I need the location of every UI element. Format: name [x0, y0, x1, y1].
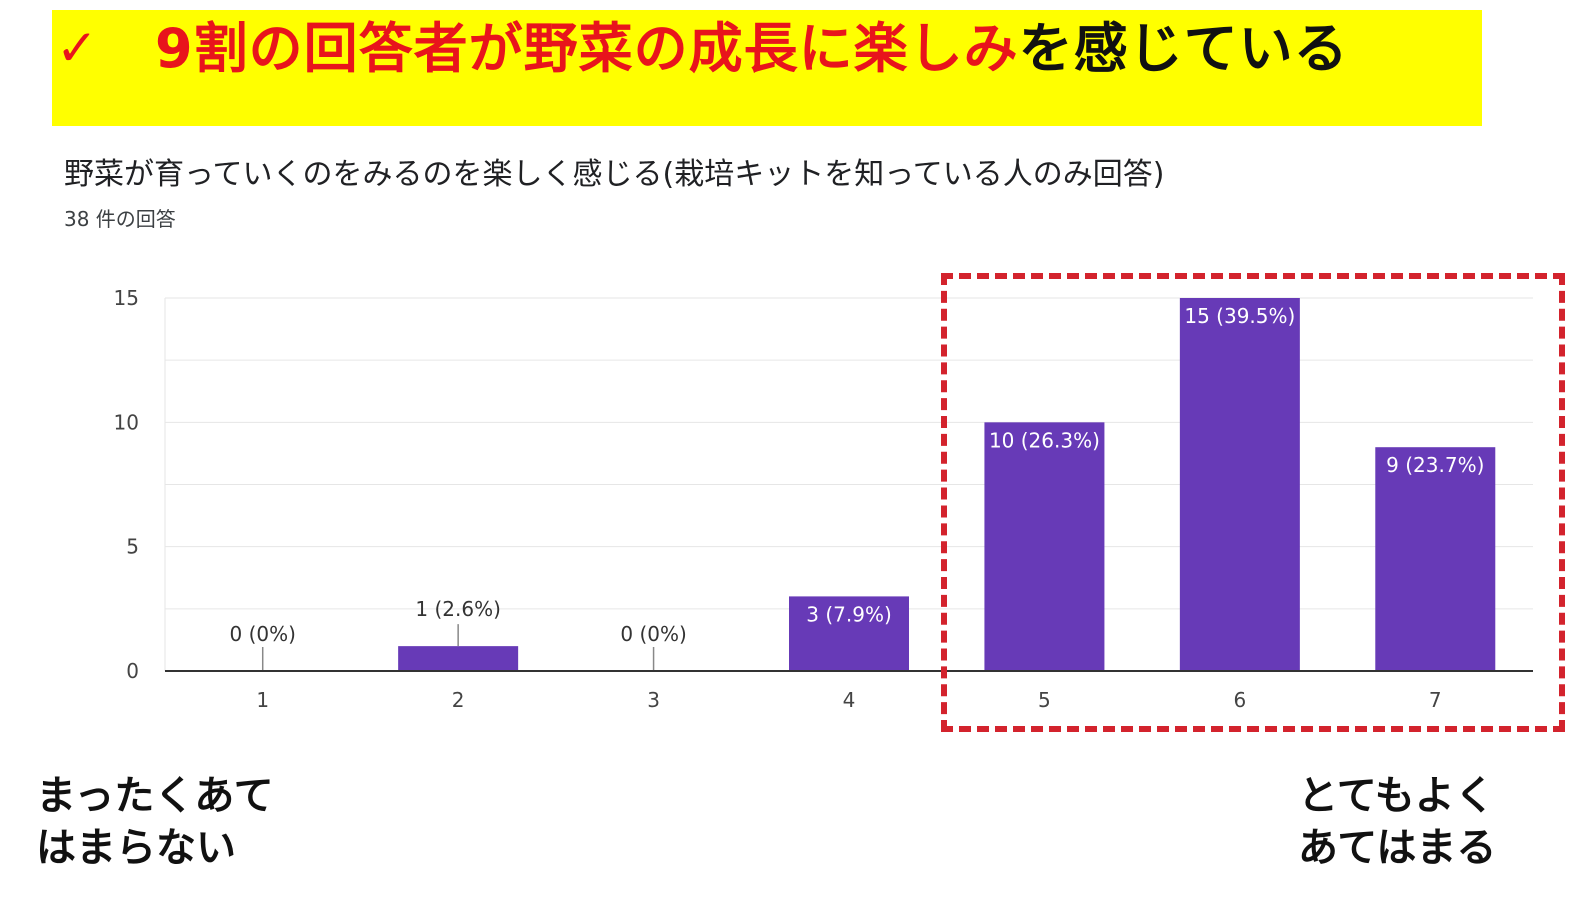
data-label: 1 (2.6%) [415, 597, 501, 621]
y-tick-label: 10 [114, 410, 139, 434]
check-icon: ✓ [56, 19, 98, 77]
y-tick-label: 5 [126, 535, 139, 559]
scale-note-low-line-2: はまらない [36, 825, 236, 871]
headline-title-red: 9割の回答者が野菜の成長に楽しみ [155, 17, 1019, 80]
scale-note-high-line-2: あてはまる [1298, 825, 1497, 871]
x-tick-label: 1 [256, 688, 269, 712]
bar [789, 596, 909, 671]
scale-note-low-line-1: まったくあて [36, 773, 274, 819]
chart-title: 野菜が育っていくのをみるのを楽しく感じる(栽培キットを知っている人のみ回答) [64, 157, 1165, 192]
data-label: 0 (0%) [620, 622, 686, 646]
x-tick-label: 2 [452, 688, 465, 712]
headline-title: 9割の回答者が野菜の成長に楽しみを感じている [155, 16, 1349, 82]
x-tick-label: 4 [843, 688, 856, 712]
highlight-box [941, 273, 1565, 732]
headline-title-black: を感じている [1018, 17, 1349, 80]
y-tick-label: 0 [126, 659, 139, 683]
headline-banner [52, 10, 1482, 126]
bar [398, 646, 519, 671]
x-tick-label: 3 [647, 688, 660, 712]
scale-note-low: まったくあて はまらない [36, 770, 274, 874]
y-tick-label: 15 [114, 286, 139, 310]
data-label: 3 (7.9%) [806, 602, 892, 626]
scale-note-high: とてもよく あてはまる [1298, 770, 1496, 874]
response-count: 38 件の回答 [64, 207, 176, 231]
scale-note-high-line-1: とてもよく [1298, 773, 1495, 819]
data-label: 0 (0%) [230, 622, 296, 646]
